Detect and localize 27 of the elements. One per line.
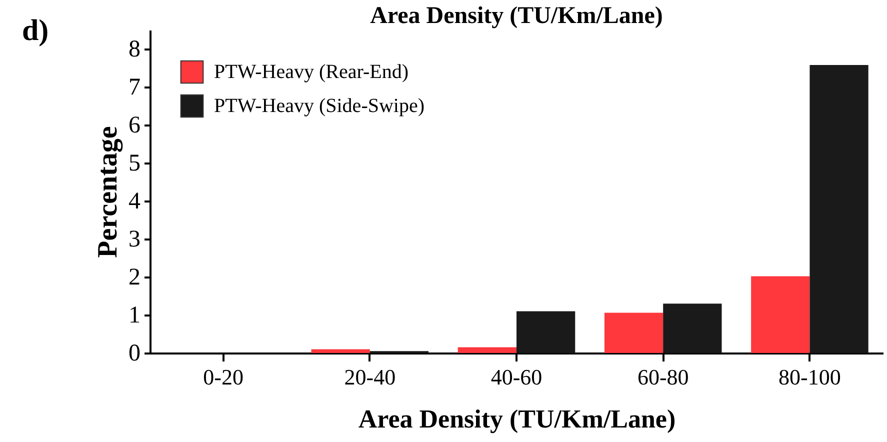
bar [663, 304, 722, 353]
y-tick-label: 3 [128, 226, 140, 252]
x-tick-label: 60-80 [637, 364, 689, 390]
y-tick-label: 2 [128, 264, 140, 290]
legend-label: PTW-Heavy (Side-Swipe) [214, 95, 425, 117]
x-tick-label: 0-20 [203, 364, 244, 390]
bar [311, 349, 370, 353]
y-tick-label: 7 [128, 74, 140, 100]
bar [516, 311, 576, 353]
y-tick-label: 1 [128, 302, 140, 328]
text: d) [22, 14, 49, 48]
y-tick-label: 5 [128, 150, 140, 176]
y-tick-label: 6 [128, 112, 140, 138]
bar [751, 276, 810, 353]
legend-label: PTW-Heavy (Rear-End) [214, 61, 409, 83]
y-tick-label: 0 [128, 340, 140, 366]
x-axis-title: Area Density (TU/Km/Lane) [358, 404, 676, 434]
y-tick-label: 4 [128, 188, 140, 214]
chart-title: Area Density (TU/Km/Lane) [370, 3, 663, 29]
y-axis-title: Percentage [92, 126, 124, 258]
bar [458, 347, 516, 353]
x-tick-label: 80-100 [778, 364, 841, 390]
bar [604, 312, 664, 353]
bar [810, 64, 868, 353]
y-tick-label: 8 [128, 36, 140, 62]
x-tick-label: 40-60 [490, 364, 542, 390]
x-tick-label: 20-40 [344, 364, 396, 390]
